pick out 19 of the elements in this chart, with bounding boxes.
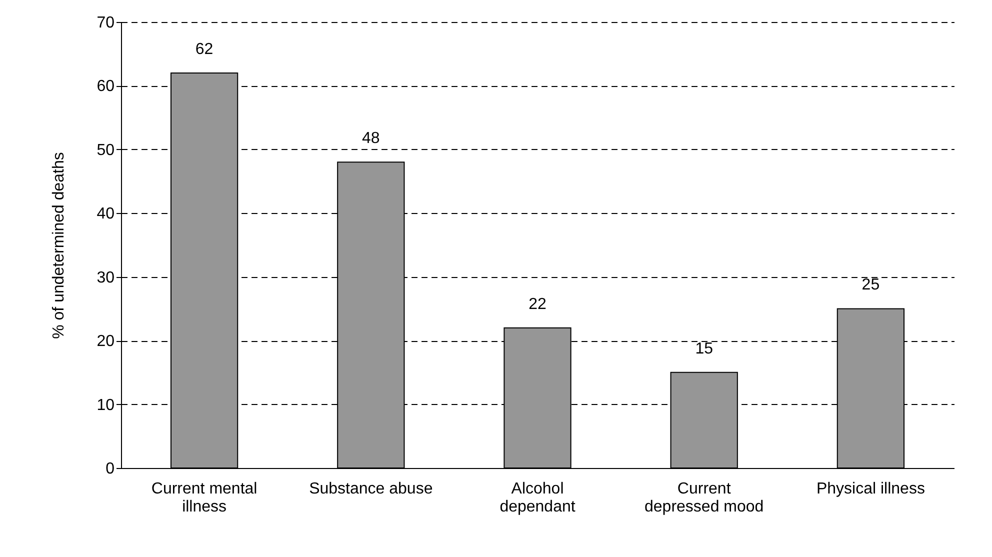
y-tick-label: 50 (96, 142, 115, 159)
y-tick-label: 60 (96, 78, 115, 96)
y-tick-label: 70 (96, 14, 115, 32)
y-tick-label: 30 (96, 269, 115, 286)
data-label: 62 (195, 40, 214, 58)
y-tick-label: 10 (96, 396, 115, 414)
x-tick-label: Alcohol dependant (500, 480, 576, 516)
x-tick-label: Substance abuse (309, 480, 433, 498)
x-tick-label: Physical illness (816, 480, 925, 498)
data-label: 15 (695, 340, 714, 358)
y-tick-label: 20 (96, 333, 115, 350)
data-label: 25 (862, 276, 880, 294)
y-tick-label: 0 (106, 460, 115, 478)
y-axis-title: % of undetermined deaths (50, 152, 68, 339)
data-label: 48 (362, 130, 380, 148)
x-tick-label: Current mental illness (151, 480, 258, 516)
y-tick-label: 40 (96, 206, 115, 223)
x-tick-label: Current depressed mood (644, 480, 764, 516)
data-label: 22 (528, 296, 546, 313)
